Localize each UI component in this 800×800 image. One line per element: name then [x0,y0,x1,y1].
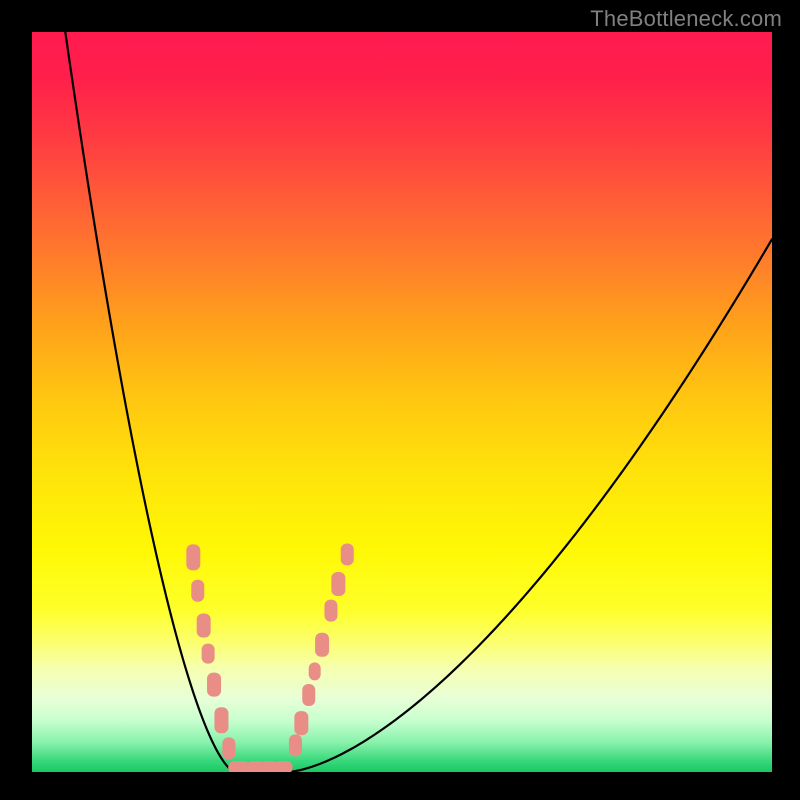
bead-right-5 [324,600,337,622]
bead-right-4 [315,633,329,657]
bead-right-7 [341,543,354,565]
v-curve-path [65,32,772,772]
bead-left-6 [222,737,235,759]
bead-right-1 [294,711,308,735]
watermark-text: TheBottleneck.com [590,6,782,32]
bead-left-4 [207,673,221,697]
bottleneck-curve [32,32,772,772]
bead-right-2 [302,684,315,706]
bead-right-6 [331,572,345,596]
bead-right-0 [289,734,302,756]
bead-trough-3 [275,761,293,772]
bead-left-2 [197,613,211,637]
plot-area [32,32,772,772]
bead-left-3 [202,644,215,664]
bead-left-5 [214,707,228,733]
bead-left-1 [191,580,204,602]
bead-left-0 [186,544,200,570]
bead-right-3 [309,662,321,680]
